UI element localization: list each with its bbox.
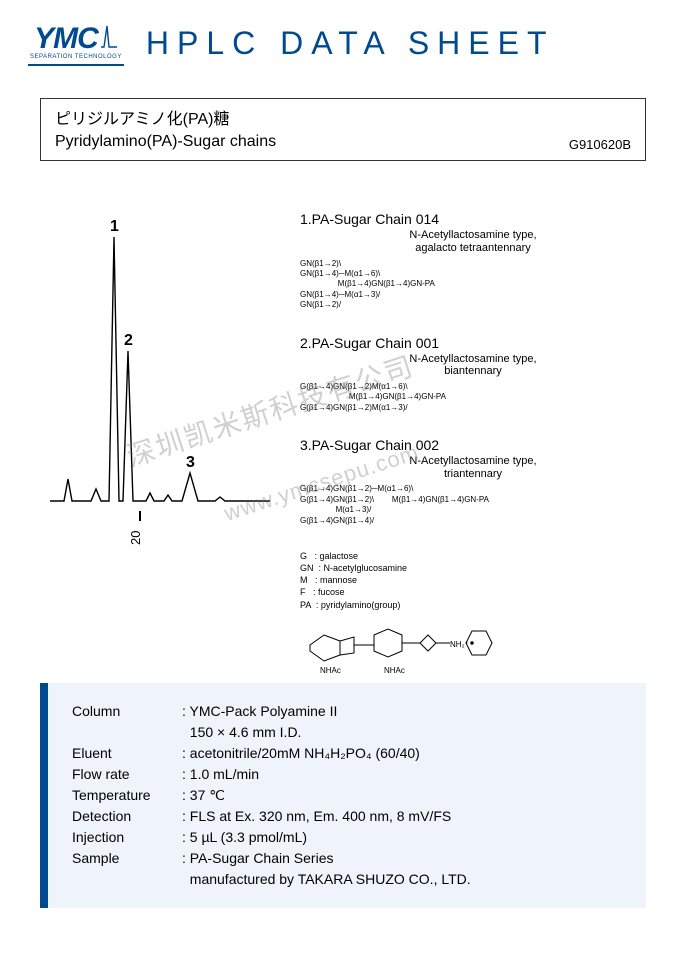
condition-row: 150 × 4.6 mm I.D.: [72, 722, 626, 743]
svg-text:NHAc: NHAc: [384, 666, 405, 675]
condition-row: Detection: FLS at Ex. 320 nm, Em. 400 nm…: [72, 806, 626, 827]
page: YMC SEPARATION TECHNOLOGY HPLC DATA SHEE…: [0, 0, 686, 968]
title-box: ピリジルアミノ化(PA)糖 Pyridylamino(PA)-Sugar cha…: [40, 98, 646, 161]
svg-text:20: 20: [128, 531, 143, 545]
condition-row: Flow rate: 1.0 mL/min: [72, 764, 626, 785]
condition-value: : YMC-Pack Polyamine II: [182, 701, 626, 722]
title-main: ピリジルアミノ化(PA)糖 Pyridylamino(PA)-Sugar cha…: [55, 109, 276, 152]
chain-structure: GN(β1→2)\ GN(β1→4)─M(α1→6)\ M(β1→4)GN(β1…: [300, 259, 646, 311]
condition-key: Temperature: [72, 785, 182, 806]
chain-block: 2.PA-Sugar Chain 001 N-Acetyllactosamine …: [300, 335, 646, 414]
logo: YMC SEPARATION TECHNOLOGY: [28, 20, 124, 66]
chain-title: 2.PA-Sugar Chain 001: [300, 335, 646, 351]
condition-row: manufactured by TAKARA SHUZO CO., LTD.: [72, 869, 626, 890]
abbrev-row: M : mannose: [300, 574, 646, 586]
chain-block: 1.PA-Sugar Chain 014 N-Acetyllactosamine …: [300, 211, 646, 310]
condition-row: Column: YMC-Pack Polyamine II: [72, 701, 626, 722]
condition-value: : 37 ℃: [182, 785, 626, 806]
title-code: G910620B: [569, 137, 631, 152]
condition-value: : 1.0 mL/min: [182, 764, 626, 785]
logo-peak-icon: [100, 22, 118, 54]
condition-key: [72, 722, 182, 743]
svg-text:3: 3: [186, 454, 195, 471]
abbrev-row: GN : N-acetylglucosamine: [300, 562, 646, 574]
chromatogram-svg: 1 2 3 20: [40, 201, 290, 561]
condition-key: Injection: [72, 827, 182, 848]
chain-block: 3.PA-Sugar Chain 002 N-Acetyllactosamine …: [300, 437, 646, 526]
condition-value: : PA-Sugar Chain Series: [182, 848, 626, 869]
chain-subtitle: N-Acetyllactosamine type, triantennary: [300, 455, 646, 480]
header: YMC SEPARATION TECHNOLOGY HPLC DATA SHEE…: [28, 20, 658, 72]
condition-key: Flow rate: [72, 764, 182, 785]
conditions-box: Column: YMC-Pack Polyamine II 150 × 4.6 …: [40, 683, 646, 908]
logo-tagline: SEPARATION TECHNOLOGY: [30, 54, 122, 60]
chain-structure: G(β1→4)GN(β1→2)M(α1→6)\ M(β1→4)GN(β1→4)G…: [300, 382, 646, 413]
chain-subtitle: N-Acetyllactosamine type, agalacto tetra…: [300, 229, 646, 254]
condition-key: Eluent: [72, 743, 182, 764]
molecule-icon: NH₂⁺ NHAc NHAc: [300, 617, 510, 677]
chain-title: 3.PA-Sugar Chain 002: [300, 437, 646, 453]
abbrev-row: PA : pyridylamino(group): [300, 599, 646, 611]
title-jp: ピリジルアミノ化(PA)糖: [55, 109, 276, 131]
legend: 1.PA-Sugar Chain 014 N-Acetyllactosamine …: [300, 201, 646, 680]
svg-text:2: 2: [124, 332, 133, 349]
condition-row: Injection: 5 µL (3.3 pmol/mL): [72, 827, 626, 848]
chromatogram: 1 2 3 20: [40, 201, 290, 680]
chains-list: 1.PA-Sugar Chain 014 N-Acetyllactosamine …: [300, 211, 646, 526]
condition-value: : 5 µL (3.3 pmol/mL): [182, 827, 626, 848]
condition-value: manufactured by TAKARA SHUZO CO., LTD.: [182, 869, 626, 890]
chain-structure: G(β1→4)GN(β1→2)─M(α1→6)\ G(β1→4)GN(β1→2)…: [300, 484, 646, 526]
condition-row: Eluent: acetonitrile/20mM NH₄H₂PO₄ (60/4…: [72, 743, 626, 764]
abbrev-row: G : galactose: [300, 550, 646, 562]
content: 1 2 3 20 1.PA-Sugar Chain 014 N-Acetyllactos…: [28, 201, 658, 680]
chain-subtitle: N-Acetyllactosamine type, biantennary: [300, 353, 646, 378]
svg-text:NH₂⁺: NH₂⁺: [450, 640, 469, 649]
condition-value: : acetonitrile/20mM NH₄H₂PO₄ (60/40): [182, 743, 626, 764]
condition-key: Column: [72, 701, 182, 722]
svg-text:NHAc: NHAc: [320, 666, 341, 675]
page-title: HPLC DATA SHEET: [146, 25, 555, 62]
condition-value: : FLS at Ex. 320 nm, Em. 400 nm, 8 mV/FS: [182, 806, 626, 827]
conditions-rows: Column: YMC-Pack Polyamine II 150 × 4.6 …: [72, 701, 626, 890]
abbreviations: G : galactoseGN : N-acetylglucosamineM :…: [300, 550, 646, 611]
title-en: Pyridylamino(PA)-Sugar chains: [55, 131, 276, 153]
condition-key: Sample: [72, 848, 182, 869]
logo-brand: YMC: [34, 22, 118, 54]
condition-row: Temperature: 37 ℃: [72, 785, 626, 806]
logo-brand-text: YMC: [34, 24, 98, 54]
condition-key: Detection: [72, 806, 182, 827]
condition-key: [72, 869, 182, 890]
abbrev-row: F : fucose: [300, 586, 646, 598]
svg-text:1: 1: [110, 218, 119, 235]
condition-value: 150 × 4.6 mm I.D.: [182, 722, 626, 743]
condition-row: Sample: PA-Sugar Chain Series: [72, 848, 626, 869]
chain-title: 1.PA-Sugar Chain 014: [300, 211, 646, 227]
